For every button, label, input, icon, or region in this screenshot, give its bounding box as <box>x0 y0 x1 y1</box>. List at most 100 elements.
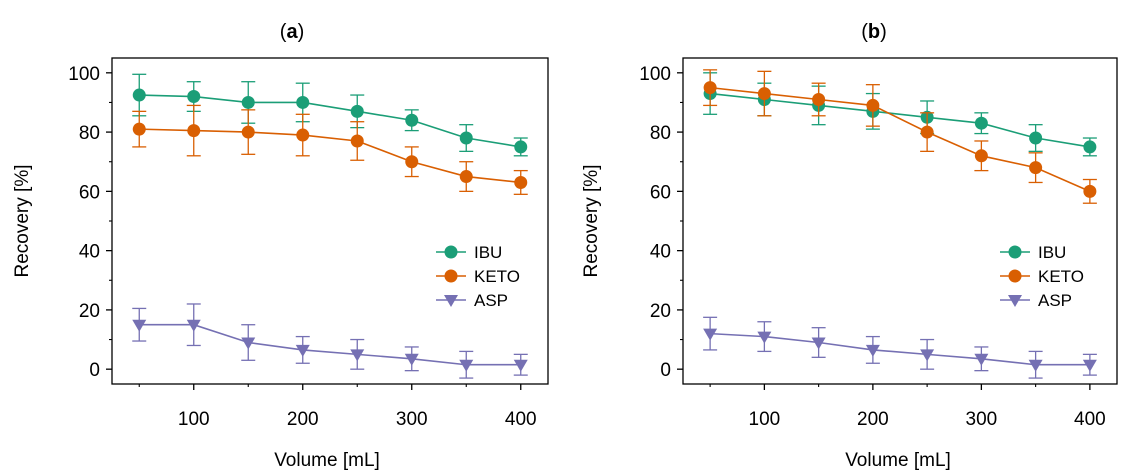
legend-marker <box>444 245 458 259</box>
series-line <box>139 94 521 148</box>
y-tick-label: 20 <box>650 301 671 322</box>
chart-panel-a: (a) 0 20 40 60 80 100 100 200 300 400 Recovery [%] V… <box>12 21 549 471</box>
y-tick-label: 20 <box>79 301 100 322</box>
data-point <box>920 125 934 139</box>
data-point <box>350 349 365 362</box>
data-point <box>1029 161 1043 175</box>
legend: IBU KETO ASP <box>436 243 520 310</box>
data-point <box>513 359 528 372</box>
data-point <box>296 128 310 142</box>
data-point <box>974 116 988 130</box>
data-point <box>514 175 528 189</box>
series-line <box>710 332 1090 366</box>
data-point <box>132 319 147 332</box>
data-point <box>295 344 310 357</box>
y-tick-label: 40 <box>650 242 671 263</box>
series-asp <box>703 316 1097 379</box>
x-tick-label: 400 <box>1074 409 1106 430</box>
legend-label: KETO <box>1038 267 1084 286</box>
data-point <box>405 113 419 127</box>
data-point <box>350 134 364 148</box>
data-point <box>459 359 474 372</box>
series-line <box>139 128 521 184</box>
panel-label-close: ) <box>880 21 887 43</box>
series-asp <box>132 303 528 379</box>
y-tick-label: 0 <box>89 360 100 381</box>
data-point <box>350 104 364 118</box>
series-line <box>710 92 1091 148</box>
data-point <box>405 155 419 169</box>
legend-marker <box>444 295 458 307</box>
data-point <box>459 170 473 184</box>
data-point <box>1028 359 1043 372</box>
legend-label: IBU <box>1038 243 1066 262</box>
y-tick-label: 100 <box>639 64 671 85</box>
chart-panel-b: (b) 0 20 40 60 80 100 100 200 300 400 Recovery [%] V… <box>581 21 1118 471</box>
data-point <box>812 92 826 106</box>
data-point <box>296 95 310 109</box>
x-tick-label: 100 <box>178 409 210 430</box>
panel-label-letter: b <box>868 21 880 43</box>
panel-label-close: ) <box>298 21 305 43</box>
panel-label: (b) <box>861 21 887 43</box>
series-line <box>710 86 1091 193</box>
y-tick-label: 80 <box>79 123 100 144</box>
data-point <box>865 344 880 357</box>
panel-label-open: ( <box>280 21 287 43</box>
legend-marker <box>444 269 458 283</box>
legend: IBU KETO ASP <box>1000 243 1084 310</box>
data-point <box>974 353 989 366</box>
x-axis-title: Volume [mL] <box>845 450 951 471</box>
panel-label-letter: a <box>286 21 298 43</box>
data-point <box>1082 359 1097 372</box>
data-point <box>703 328 718 341</box>
legend-marker <box>1008 245 1022 259</box>
data-point <box>187 90 201 104</box>
data-point <box>1083 140 1097 154</box>
data-point <box>241 337 256 350</box>
series-keto <box>132 104 528 195</box>
x-tick-label: 100 <box>749 409 781 430</box>
series-keto <box>703 69 1097 204</box>
y-tick-label: 0 <box>660 360 671 381</box>
legend-label: ASP <box>1038 291 1072 310</box>
data-point <box>1083 184 1097 198</box>
legend-marker <box>1008 269 1022 283</box>
x-tick-label: 300 <box>966 409 998 430</box>
y-axis-title: Recovery [%] <box>12 165 33 278</box>
data-point <box>132 122 146 136</box>
panel-label: (a) <box>280 21 304 43</box>
legend-marker <box>1008 295 1022 307</box>
data-point <box>757 87 771 101</box>
data-point <box>459 131 473 145</box>
y-tick-label: 60 <box>79 182 100 203</box>
x-tick-label: 400 <box>505 409 537 430</box>
x-tick-label: 300 <box>396 409 428 430</box>
data-point <box>974 149 988 163</box>
y-tick-label: 80 <box>650 123 671 144</box>
data-point <box>1029 131 1043 145</box>
legend-label: ASP <box>474 291 508 310</box>
data-point <box>866 98 880 112</box>
data-point <box>241 95 255 109</box>
data-point <box>132 88 146 102</box>
legend-label: IBU <box>474 243 502 262</box>
data-point <box>514 140 528 154</box>
y-tick-label: 60 <box>650 182 671 203</box>
series-ibu <box>132 73 528 157</box>
data-point <box>757 331 772 344</box>
data-point <box>404 353 419 366</box>
y-axis-title: Recovery [%] <box>581 165 602 278</box>
data-point <box>187 124 201 138</box>
data-point <box>241 125 255 139</box>
panel-label-open: ( <box>861 21 868 43</box>
x-tick-label: 200 <box>287 409 319 430</box>
legend-label: KETO <box>474 267 520 286</box>
data-point <box>186 319 201 332</box>
data-point <box>703 81 717 95</box>
y-tick-label: 100 <box>68 64 100 85</box>
x-tick-label: 200 <box>857 409 889 430</box>
series-ibu <box>703 72 1097 157</box>
y-tick-label: 40 <box>79 242 100 263</box>
